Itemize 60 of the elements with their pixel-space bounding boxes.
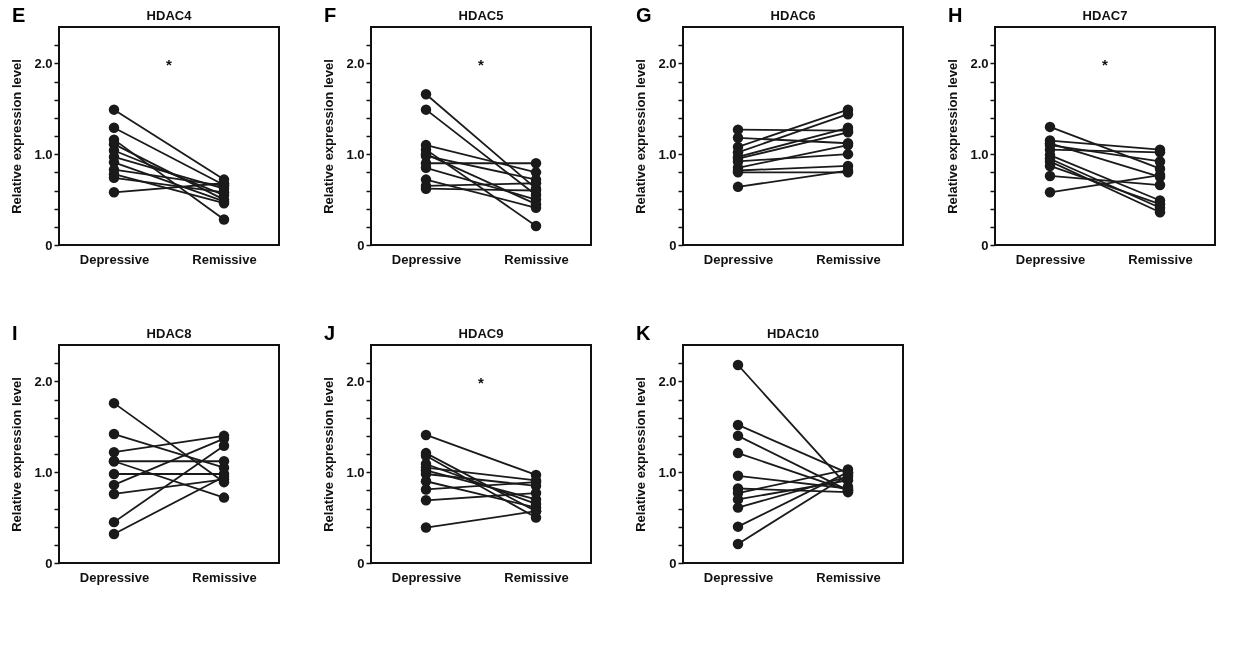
x-tick-label: Remissive — [192, 569, 257, 585]
y-tick-label: 0 — [669, 555, 677, 571]
y-axis-title: Relative expression level — [9, 59, 25, 214]
x-tick-label: Remissive — [504, 251, 569, 267]
chart-subtitle: HDAC7 — [1082, 8, 1128, 23]
chart-title: J — [324, 322, 336, 345]
chart-subtitle: HDAC5 — [458, 8, 504, 23]
annotation: * — [478, 56, 485, 73]
y-axis-title: Relative expression level — [321, 377, 337, 532]
y-tick-label: 0 — [357, 237, 365, 253]
y-tick-label: 0 — [981, 237, 989, 253]
chart-title: E — [12, 4, 26, 27]
chart-title: F — [324, 4, 337, 27]
chart-title: H — [948, 4, 963, 27]
chart-subtitle: HDAC8 — [146, 326, 192, 341]
y-tick-label: 0 — [669, 237, 677, 253]
y-tick-label: 1.0 — [34, 146, 53, 162]
y-tick-label: 0 — [45, 237, 53, 253]
annotation: * — [1102, 56, 1109, 73]
y-tick-label: 2.0 — [346, 373, 365, 389]
y-axis-title: Relative expression level — [633, 377, 649, 532]
y-tick-label: 1.0 — [658, 464, 677, 480]
x-tick-label: Remissive — [192, 251, 257, 267]
chart-subtitle: HDAC9 — [458, 326, 504, 341]
y-tick-label: 1.0 — [346, 146, 365, 162]
chart-subtitle: HDAC4 — [146, 8, 193, 23]
y-tick-label: 2.0 — [34, 55, 53, 71]
y-tick-label: 2.0 — [970, 55, 989, 71]
x-tick-label: Depressive — [703, 569, 774, 585]
chart-title: K — [636, 322, 651, 345]
y-axis-title: Relative expression level — [945, 59, 961, 214]
annotation: * — [166, 56, 173, 73]
y-tick-label: 0 — [357, 555, 365, 571]
y-tick-label: 0 — [45, 555, 53, 571]
x-tick-label: Depressive — [391, 569, 462, 585]
chart-title: G — [636, 4, 652, 27]
x-tick-label: Remissive — [1128, 251, 1193, 267]
x-tick-label: Depressive — [703, 251, 774, 267]
x-tick-label: Remissive — [816, 251, 881, 267]
x-tick-label: Remissive — [504, 569, 569, 585]
y-axis-title: Relative expression level — [321, 59, 337, 214]
x-tick-label: Depressive — [79, 569, 150, 585]
y-tick-label: 2.0 — [658, 373, 677, 389]
y-tick-label: 1.0 — [658, 146, 677, 162]
chart-subtitle: HDAC6 — [770, 8, 816, 23]
x-tick-label: Depressive — [79, 251, 150, 267]
y-tick-label: 1.0 — [970, 146, 989, 162]
x-tick-label: Depressive — [391, 251, 462, 267]
y-tick-label: 1.0 — [346, 464, 365, 480]
annotation: * — [478, 374, 485, 391]
y-axis-title: Relative expression level — [633, 59, 649, 214]
y-tick-label: 2.0 — [346, 55, 365, 71]
y-axis-title: Relative expression level — [9, 377, 25, 532]
x-tick-label: Depressive — [1015, 251, 1086, 267]
chart-subtitle: HDAC10 — [766, 326, 820, 341]
y-tick-label: 2.0 — [658, 55, 677, 71]
x-tick-label: Remissive — [816, 569, 881, 585]
y-tick-label: 2.0 — [34, 373, 53, 389]
chart-title: I — [12, 322, 18, 345]
y-tick-label: 1.0 — [34, 464, 53, 480]
